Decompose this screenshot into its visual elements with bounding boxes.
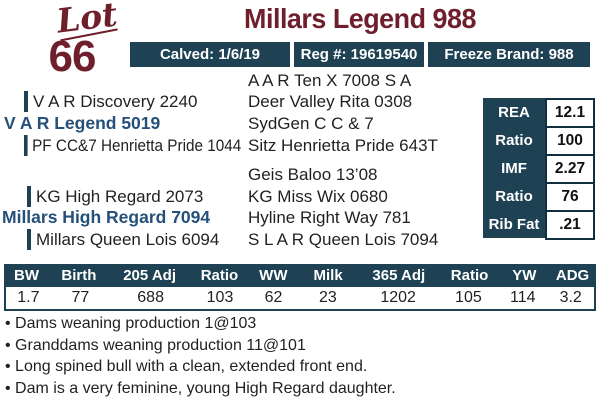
carcass-value: 2.27 [545, 154, 595, 184]
col-header: Birth [61, 267, 97, 284]
sire-name: V A R Legend 5019 [4, 113, 161, 133]
note-item: Long spined bull with a clean, extended … [5, 356, 396, 378]
table-value: 103 [206, 289, 234, 306]
dam-name: Millars High Regard 7094 [2, 207, 211, 227]
table-value: 688 [137, 289, 164, 306]
table-value: 1.7 [17, 289, 40, 306]
sire-grandsire: V A R Discovery 2240 [24, 91, 197, 112]
table-value: 114 [510, 289, 536, 306]
sire-ancestor-4: Sitz Henrietta Pride 643T [248, 136, 438, 155]
sire-ancestor-2: Deer Valley Rita 0308 [248, 92, 413, 111]
table-value: 3.2 [559, 289, 582, 306]
carcass-label: REA [498, 103, 530, 121]
carcass-value: 12.1 [545, 98, 595, 128]
carcass-label: IMF [501, 159, 527, 177]
note-item: Granddams weaning production 11@101 [5, 335, 396, 357]
carcass-row-imf-ratio: Ratio 76 [483, 182, 595, 212]
col-header: YW [512, 267, 537, 284]
table-value: 105 [455, 289, 482, 306]
table-value: 1202 [380, 289, 416, 306]
performance-table: BW Birth 205 Adj Ratio WW Milk 365 Adj R… [4, 264, 596, 311]
animal-name-title: Millars Legend 988 [244, 3, 476, 34]
note-item: Dams weaning production 1@103 [5, 313, 396, 335]
carcass-label: Ratio [495, 187, 533, 205]
col-header: Ratio [450, 267, 489, 284]
carcass-label: Rib Fat [488, 215, 540, 233]
lot-number: 66 [48, 32, 97, 81]
calved-box: Calved: 1/6/19 [130, 42, 290, 67]
sire-granddam: PF CC&7 Henrietta Pride 1044 [24, 135, 241, 156]
dam-ancestor-4: S L A R Queen Lois 7094 [248, 230, 439, 249]
table-value: 77 [71, 289, 90, 306]
col-header: Ratio [200, 267, 239, 284]
dam-grandsire: KG High Regard 2073 [27, 186, 203, 207]
performance-table-values: 1.7 77 688 103 62 23 1202 105 114 3.2 [4, 287, 596, 311]
dam-ancestor-2: KG Miss Wix 0680 [248, 187, 388, 206]
carcass-row-rea-ratio: Ratio 100 [483, 126, 595, 156]
dam-granddam: Millars Queen Lois 6094 [27, 229, 219, 250]
carcass-row-ribfat: Rib Fat .21 [483, 210, 595, 240]
sire-ancestor-1: A A R Ten X 7008 S A [248, 71, 412, 90]
col-header: 205 Adj [123, 267, 177, 284]
carcass-row-rea: REA 12.1 [483, 98, 595, 128]
table-value: 62 [264, 289, 283, 306]
dam-ancestor-1: Geis Baloo 13’08 [248, 165, 378, 184]
sire-ancestor-3: SydGen C C & 7 [248, 114, 374, 133]
col-header: 365 Adj [372, 267, 426, 284]
carcass-value: 76 [545, 182, 595, 212]
table-value: 23 [318, 289, 337, 306]
carcass-value: 100 [545, 126, 595, 156]
carcass-row-imf: IMF 2.27 [483, 154, 595, 184]
col-header: ADG [555, 267, 590, 284]
col-header: Milk [313, 267, 343, 284]
carcass-panel: REA 12.1 Ratio 100 IMF 2.27 Ratio 76 Rib… [483, 98, 595, 240]
carcass-value: .21 [545, 210, 595, 240]
note-item: Dam is a very feminine, young High Regar… [5, 378, 396, 400]
carcass-label: Ratio [495, 131, 533, 149]
dam-ancestor-3: Hyline Right Way 781 [248, 208, 411, 227]
col-header: WW [259, 267, 288, 284]
info-bar: Calved: 1/6/19 Reg #: 19619540 Freeze Br… [130, 42, 590, 67]
col-header: BW [13, 267, 39, 284]
performance-table-header: BW Birth 205 Adj Ratio WW Milk 365 Adj R… [4, 264, 596, 287]
freeze-brand-box: Freeze Brand: 988 [428, 42, 590, 67]
reg-number-box: Reg #: 19619540 [294, 42, 424, 67]
notes-list: Dams weaning production 1@103 Granddams … [5, 313, 396, 399]
